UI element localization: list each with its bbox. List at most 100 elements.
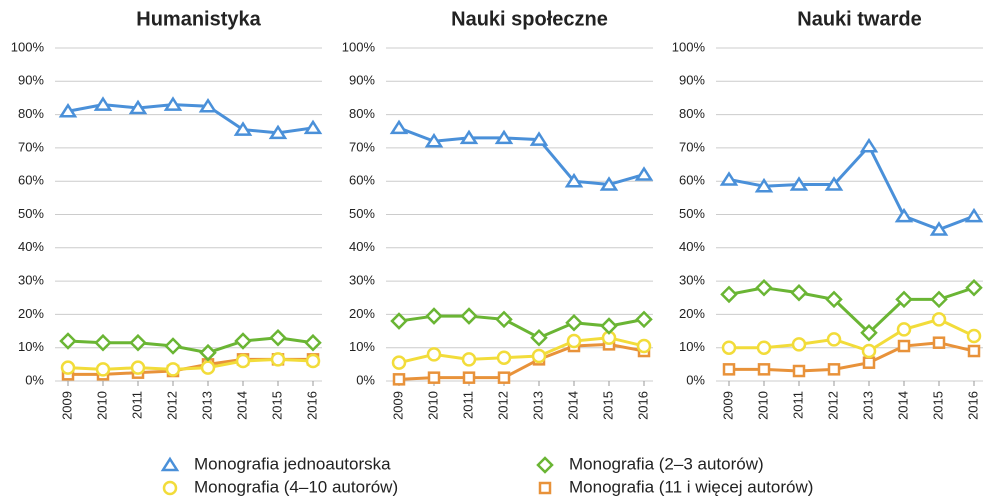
y-tick-label: 70% (349, 139, 375, 154)
data-point (564, 172, 584, 188)
data-point (389, 119, 409, 135)
x-tick-label: 2015 (600, 391, 615, 420)
y-tick-label: 100% (342, 39, 376, 54)
x-tick-label: 2013 (860, 391, 875, 420)
y-tick-label: 10% (18, 339, 44, 354)
y-tick-label: 70% (679, 139, 705, 154)
data-point (531, 348, 547, 364)
data-point (756, 340, 772, 355)
x-tick-label: 2014 (895, 391, 910, 420)
data-point (233, 121, 253, 136)
y-tick-label: 90% (349, 73, 375, 88)
x-tick-label: 2009 (390, 391, 405, 420)
data-point (269, 328, 287, 347)
x-tick-label: 2010 (425, 391, 440, 420)
y-tick-label: 10% (349, 339, 375, 354)
legend-marker (160, 456, 180, 472)
data-point (929, 221, 949, 236)
data-point (460, 307, 478, 325)
x-tick-label: 2013 (199, 391, 214, 420)
x-tick-label: 2009 (720, 391, 735, 420)
y-tick-label: 20% (679, 306, 705, 321)
data-point (235, 353, 251, 369)
x-tick-label: 2016 (965, 391, 980, 420)
data-point (303, 119, 323, 135)
data-point (198, 97, 218, 113)
data-point (129, 333, 147, 352)
data-point (200, 360, 216, 375)
data-point (94, 333, 112, 352)
data-point (964, 207, 983, 223)
data-point (600, 317, 618, 335)
x-tick-label: 2011 (460, 391, 475, 419)
y-tick-label: 50% (679, 206, 705, 221)
data-point (754, 177, 774, 193)
data-point (720, 285, 738, 304)
data-point (459, 129, 479, 145)
y-tick-label: 0% (25, 372, 44, 387)
y-tick-label: 100% (672, 39, 706, 54)
y-tick-label: 60% (18, 173, 44, 188)
y-tick-label: 0% (686, 372, 705, 387)
data-point (755, 278, 773, 297)
data-point (424, 132, 444, 148)
series-line (67, 103, 314, 135)
data-point (792, 364, 806, 378)
y-tick-label: 70% (18, 139, 44, 154)
legend-label: Monografia (4–10 autorów) (194, 477, 398, 496)
x-tick-label: 2011 (790, 391, 805, 419)
data-point (60, 360, 76, 375)
data-point (894, 207, 914, 223)
data-point (58, 102, 78, 118)
x-tick-label: 2012 (825, 391, 840, 420)
x-tick-label: 2012 (495, 391, 510, 420)
data-point (304, 333, 322, 352)
data-point (268, 124, 288, 140)
y-tick-label: 80% (349, 106, 375, 121)
data-point (824, 176, 844, 191)
series-line (398, 126, 645, 187)
data-point (462, 371, 476, 384)
data-point (565, 313, 583, 332)
data-point (895, 290, 913, 309)
data-point (931, 312, 947, 327)
data-point (966, 328, 982, 344)
data-point (722, 363, 736, 376)
y-tick-label: 80% (18, 106, 44, 121)
data-point (896, 322, 912, 337)
data-point (392, 373, 406, 386)
data-point (634, 166, 654, 181)
data-point (636, 338, 652, 354)
data-point (599, 176, 619, 191)
y-tick-label: 80% (679, 106, 705, 121)
legend-label: Monografia jednoautorska (194, 454, 391, 473)
data-point (897, 339, 911, 353)
data-point (234, 332, 252, 350)
series-line (728, 143, 975, 232)
data-point (93, 96, 113, 111)
data-point (791, 337, 807, 352)
y-tick-label: 30% (349, 273, 375, 288)
x-tick-label: 2015 (269, 391, 284, 420)
x-tick-label: 2014 (234, 391, 249, 420)
data-point (967, 344, 981, 358)
x-tick-label: 2016 (635, 391, 650, 420)
data-point (390, 312, 408, 330)
chart-title: Humanistyka (136, 8, 261, 30)
data-point (165, 362, 181, 377)
data-point (391, 355, 407, 370)
y-tick-label: 0% (356, 372, 375, 387)
y-tick-label: 50% (349, 206, 375, 221)
y-tick-label: 20% (18, 306, 44, 321)
legend-marker (536, 456, 554, 474)
data-point (128, 99, 148, 115)
y-tick-label: 90% (679, 73, 705, 88)
data-point (826, 332, 842, 347)
x-tick-label: 2016 (304, 391, 319, 420)
data-point (427, 371, 441, 384)
chart-title: Nauki społeczne (451, 8, 608, 30)
data-point (635, 310, 653, 329)
chart-title: Nauki twarde (797, 8, 921, 30)
y-tick-label: 90% (18, 73, 44, 88)
